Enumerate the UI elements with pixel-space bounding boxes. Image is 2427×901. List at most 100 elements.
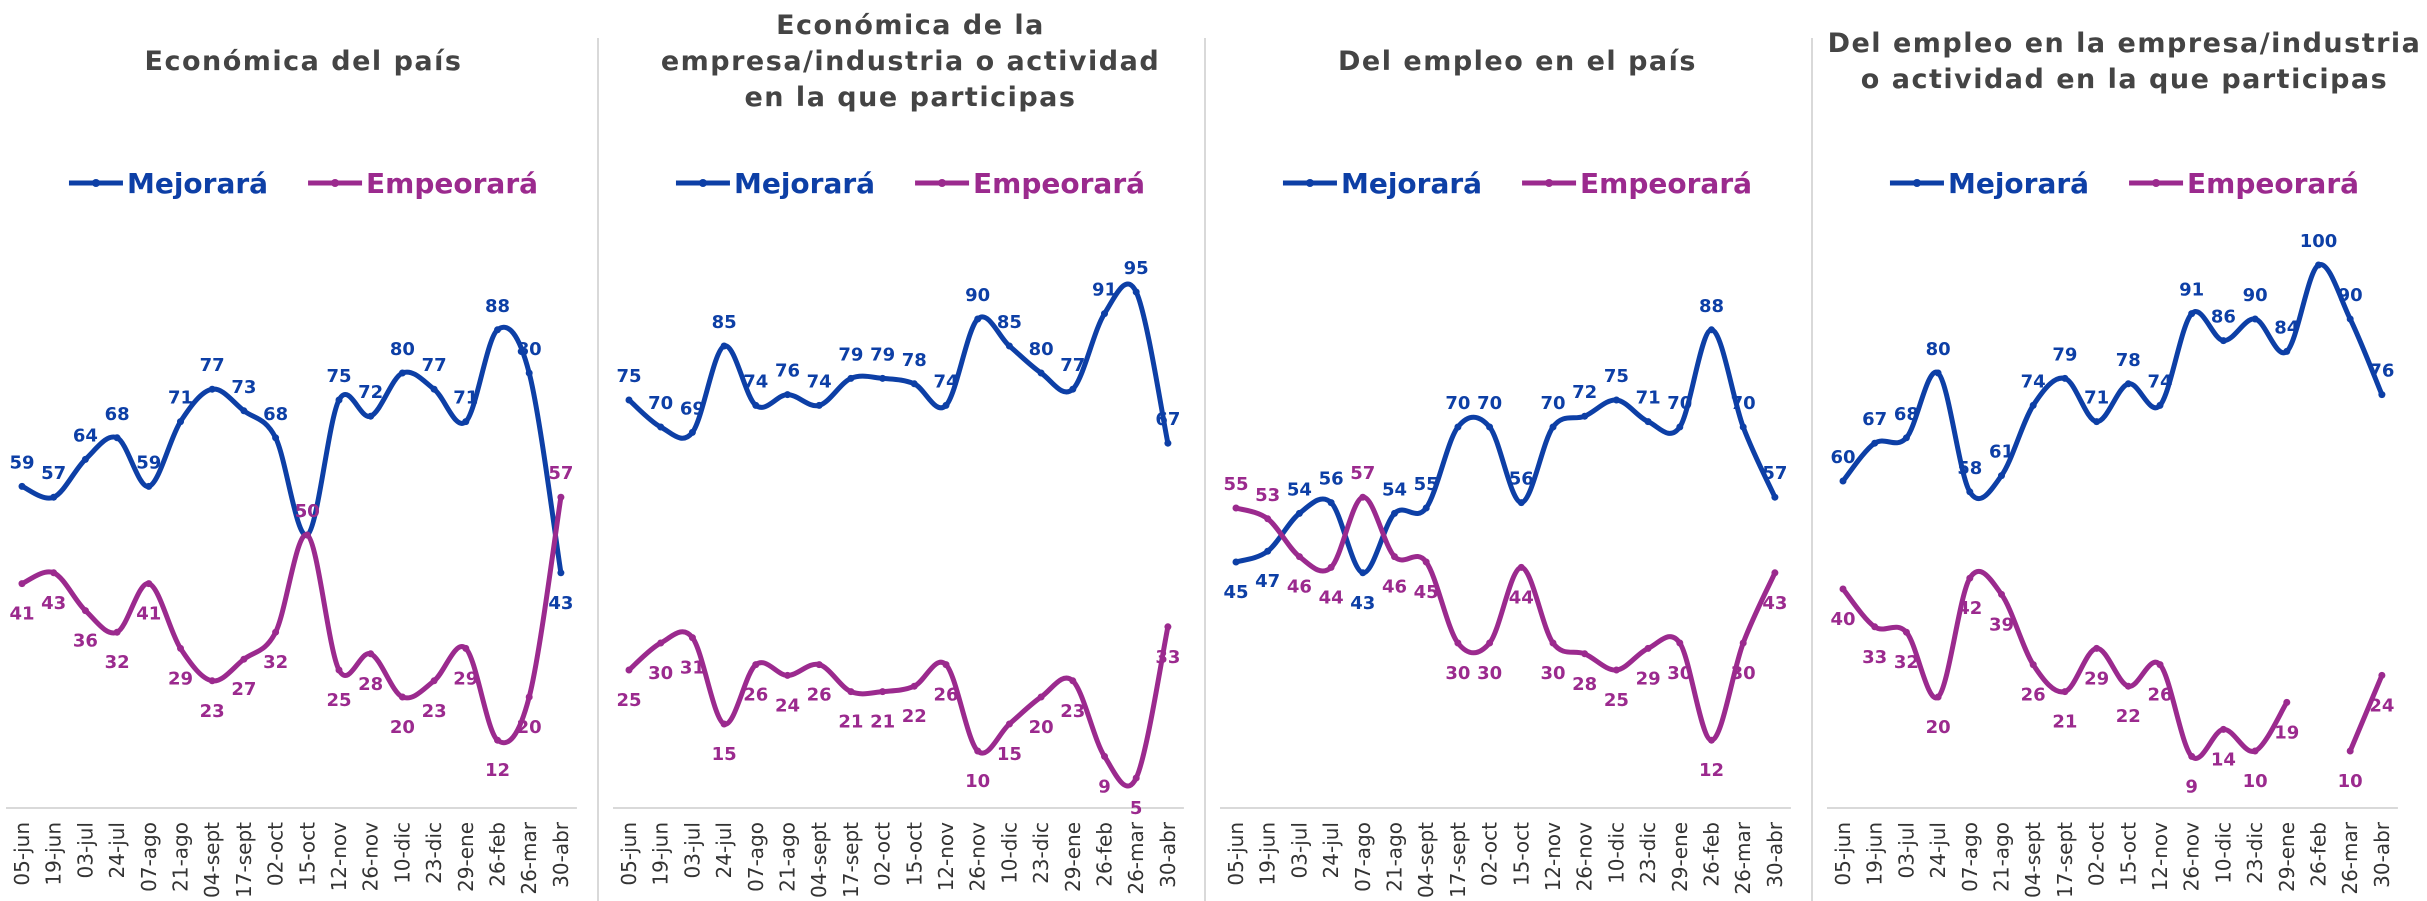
x-tick-label: 02-oct — [264, 822, 288, 886]
chart: Mejorará Empeorará 05-jun 19-jun 03-jul 24-ju… — [6, 167, 577, 898]
x-tick-label: 15-oct — [1509, 822, 1533, 886]
data-point — [657, 423, 665, 431]
data-label: 76 — [2369, 361, 2394, 382]
data-point — [1581, 650, 1589, 658]
x-tick-label: 23-dic — [1029, 822, 1053, 884]
data-label: 91 — [2179, 280, 2204, 301]
data-label: 57 — [1762, 463, 1787, 484]
data-label: 10 — [965, 771, 990, 792]
data-point — [2346, 747, 2354, 755]
data-label: 5 — [1130, 798, 1143, 819]
x-tick-label: 10-dic — [997, 822, 1021, 884]
x-tick-label: 30-abr — [1156, 821, 1180, 888]
legend-label: Empeorará — [973, 167, 1145, 200]
series-line — [1235, 494, 1778, 743]
data-point — [1454, 423, 1462, 431]
x-tick-label: 26-feb — [1093, 822, 1117, 887]
data-point — [462, 418, 470, 426]
data-point — [784, 671, 791, 679]
data-label: 84 — [2274, 317, 2299, 338]
data-label: 44 — [1319, 587, 1344, 608]
series-line — [1235, 327, 1778, 576]
data-label: 41 — [9, 604, 34, 625]
x-tick-label: 24-jul — [105, 822, 129, 878]
data-label: 80 — [1029, 339, 1054, 360]
data-label: 78 — [902, 350, 927, 371]
chart-title: Del empleo en la empresa/industria o act… — [1827, 28, 2422, 95]
data-point — [2029, 661, 2037, 669]
x-tick-label: 21-ago — [776, 822, 800, 892]
data-point — [208, 677, 216, 685]
data-point — [1871, 623, 1879, 631]
data-label: 85 — [712, 312, 737, 333]
data-label: 85 — [997, 312, 1022, 333]
data-point — [2156, 401, 2164, 409]
data-point — [1612, 666, 1620, 674]
legend-label: Empeorará — [366, 167, 538, 200]
x-tick-label: 30-abr — [2370, 821, 2394, 888]
data-label: 80 — [517, 339, 542, 360]
data-point — [1422, 558, 1430, 566]
data-point — [1966, 488, 1974, 496]
data-point — [2378, 671, 2386, 679]
x-tick-label: 07-ago — [137, 822, 161, 892]
data-point — [1998, 590, 2005, 598]
data-point — [1581, 412, 1589, 420]
data-point — [1517, 563, 1525, 571]
data-label: 59 — [9, 452, 34, 473]
series-line — [627, 281, 1171, 444]
data-label: 72 — [358, 382, 383, 403]
data-point — [1327, 563, 1335, 571]
data-point — [942, 401, 950, 409]
data-point — [1101, 752, 1108, 760]
x-tick-label: 10-dic — [2211, 822, 2235, 884]
data-point — [145, 482, 153, 490]
data-point — [1391, 553, 1398, 561]
data-point — [1871, 439, 1879, 447]
data-label: 28 — [358, 674, 383, 695]
data-point — [177, 644, 184, 652]
data-point — [2251, 747, 2259, 755]
data-point — [113, 434, 121, 442]
legend-label: Empeorará — [1580, 167, 1752, 200]
data-point — [2378, 391, 2386, 399]
data-label: 12 — [485, 760, 510, 781]
data-point — [462, 644, 470, 652]
data-label: 45 — [1223, 582, 1248, 603]
data-label: 56 — [1319, 469, 1344, 490]
data-point — [1164, 623, 1172, 631]
data-label: 9 — [2185, 776, 2198, 797]
data-point — [113, 628, 121, 636]
data-label: 21 — [838, 712, 863, 733]
data-point — [398, 693, 406, 701]
x-tick-label: 04-sept — [807, 822, 831, 898]
data-label: 95 — [1124, 258, 1149, 279]
data-label: 26 — [807, 685, 832, 706]
data-label: 33 — [1862, 647, 1887, 668]
data-label: 31 — [680, 658, 705, 679]
data-label: 77 — [1060, 355, 1085, 376]
legend-marker — [2152, 179, 2161, 187]
data-point — [1005, 720, 1013, 728]
data-point — [494, 736, 501, 744]
data-label: 32 — [1894, 652, 1919, 673]
data-label: 30 — [1731, 663, 1756, 684]
x-tick-label: 26-nov — [2180, 822, 2204, 892]
data-point — [367, 412, 375, 420]
chart-panel: Económica de la empresa/industria o acti… — [607, 0, 1214, 901]
data-label: 75 — [616, 366, 641, 387]
data-point — [910, 682, 918, 690]
data-point — [1101, 310, 1108, 318]
data-label: 53 — [1255, 485, 1280, 506]
data-point — [688, 634, 696, 642]
data-label: 36 — [73, 631, 98, 652]
x-tick-label: 12-nov — [1541, 822, 1565, 892]
data-point — [2283, 347, 2291, 355]
x-tick-label: 26-mar — [1731, 821, 1755, 894]
data-point — [494, 326, 501, 334]
data-label: 29 — [168, 668, 193, 689]
data-label: 22 — [2116, 706, 2141, 727]
data-point — [1771, 493, 1779, 501]
x-tick-label: 30-abr — [1763, 821, 1787, 888]
data-point — [1069, 385, 1077, 393]
